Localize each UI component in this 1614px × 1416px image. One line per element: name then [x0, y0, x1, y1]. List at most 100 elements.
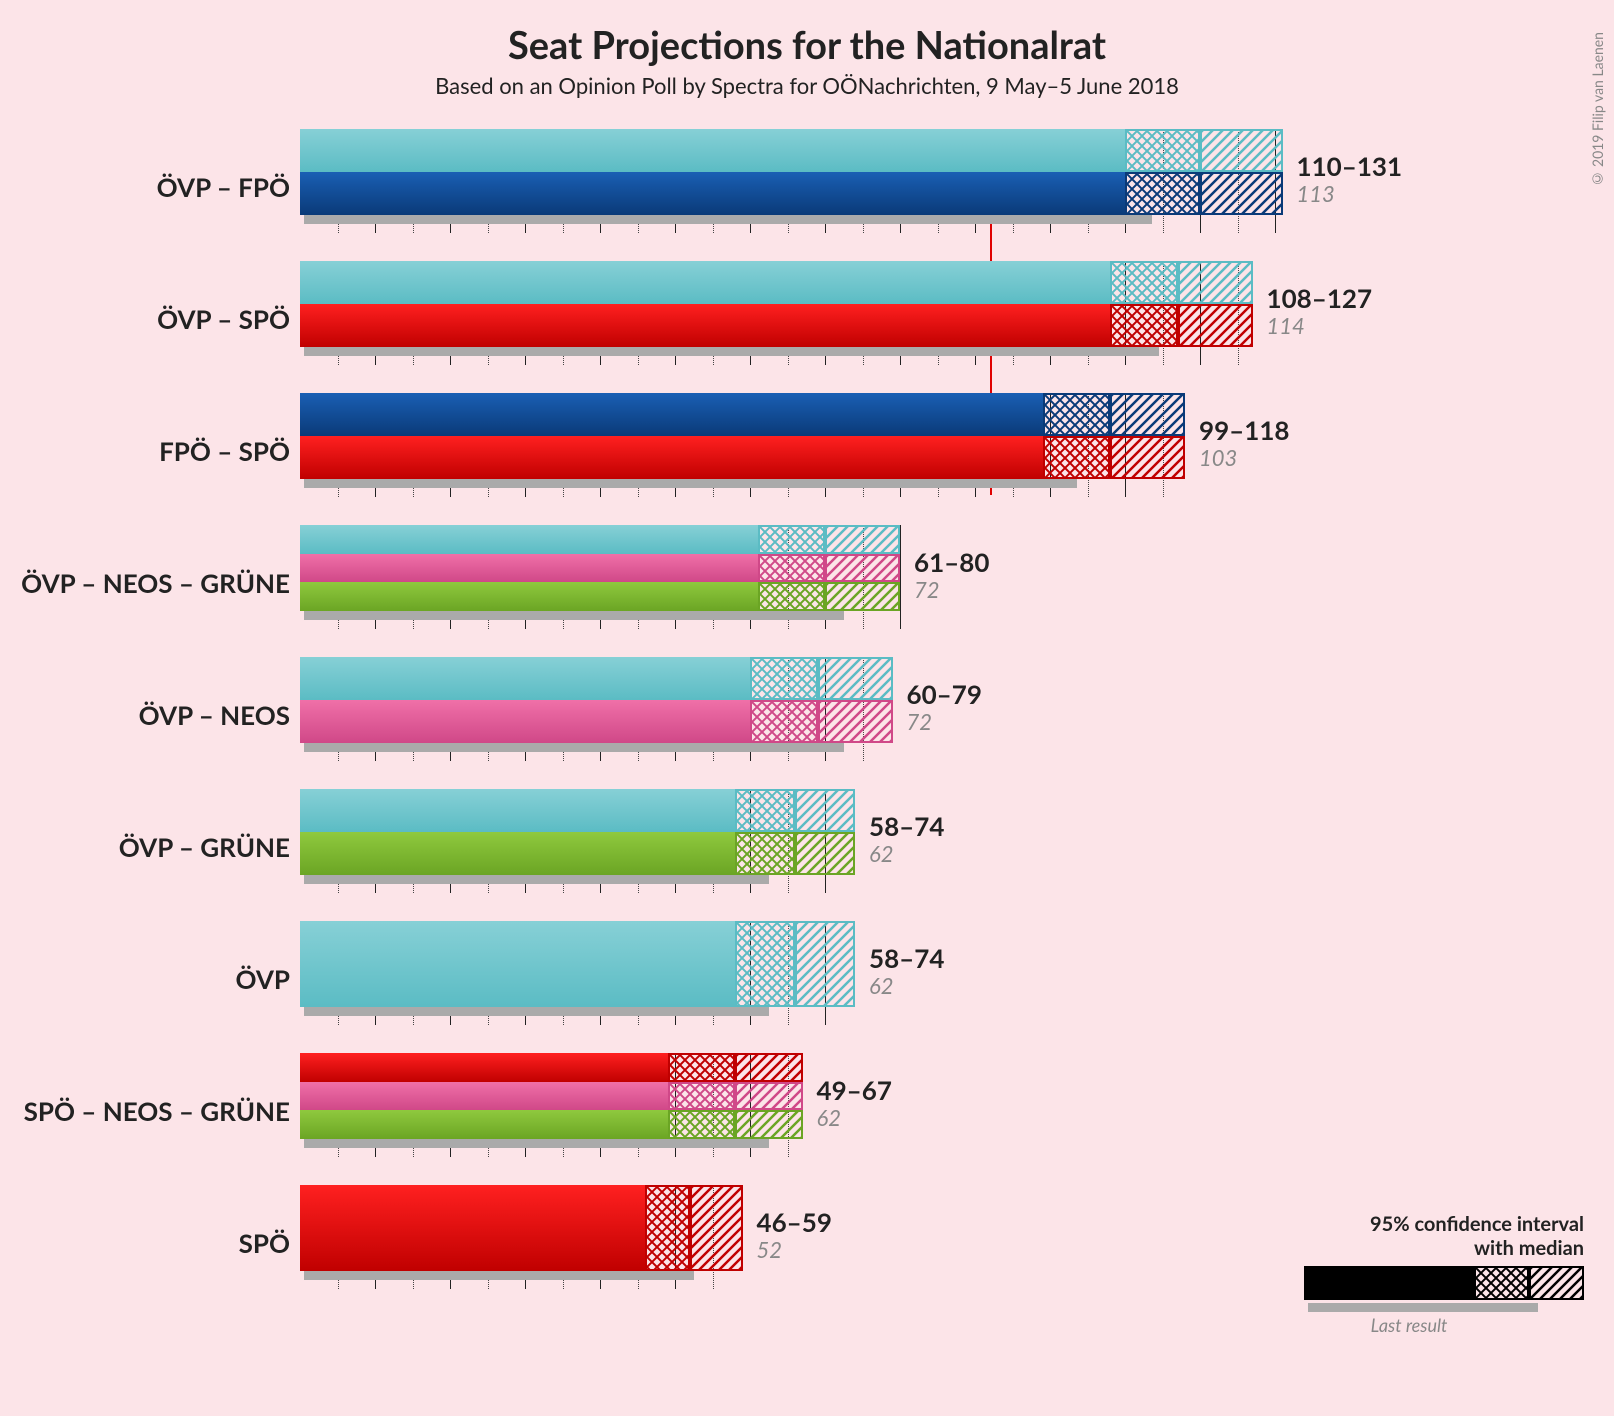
bar-hatch-cross [750, 700, 818, 743]
bar-hatch-cross [1043, 393, 1111, 436]
bar-solid [300, 393, 1043, 436]
coalition-row: ÖVP58–7462 [300, 921, 1350, 1053]
coalition-label: ÖVP – FPÖ [0, 171, 290, 203]
coalition-row: FPÖ – SPÖ99–118103 [300, 393, 1350, 525]
bar-solid [300, 657, 750, 700]
bar-solid [300, 1185, 645, 1271]
bar-hatch-cross [668, 1110, 736, 1139]
bar-hatch-cross [735, 921, 795, 1007]
chart-area: ÖVP – FPÖ110–131113ÖVP – SPÖ108–127114FP… [300, 119, 1350, 1319]
coalition-label: ÖVP – GRÜNE [0, 831, 290, 863]
legend-title-line2: with median [1474, 1236, 1584, 1260]
bar-solid [300, 304, 1110, 347]
bar-solid [300, 1082, 668, 1111]
legend-hatch-diagonal [1529, 1266, 1584, 1300]
last-value-label: 72 [914, 576, 940, 603]
copyright-text: © 2019 Filip van Laenen [1589, 32, 1606, 188]
bar-hatch-cross [1110, 261, 1178, 304]
coalition-row: ÖVP – NEOS – GRÜNE61–8072 [300, 525, 1350, 657]
bar-hatch-cross [645, 1185, 690, 1271]
bar-hatch-cross [758, 554, 826, 583]
bar-hatch-diagonal [825, 525, 900, 554]
bar-solid [300, 129, 1125, 172]
chart-title: Seat Projections for the Nationalrat [0, 22, 1614, 68]
range-label: 58–74 [869, 810, 944, 842]
bar-hatch-diagonal [735, 1082, 803, 1111]
legend-hatch-crosshatch [1474, 1266, 1529, 1300]
bar-solid [300, 172, 1125, 215]
bar-hatch-diagonal [1200, 129, 1283, 172]
bar-hatch-diagonal [1200, 172, 1283, 215]
legend-title: 95% confidence interval with median [1284, 1212, 1584, 1260]
bar-solid [300, 582, 758, 611]
bar-solid [300, 921, 735, 1007]
range-label: 61–80 [914, 546, 989, 578]
bar-hatch-cross [1125, 129, 1200, 172]
bar-solid [300, 1053, 668, 1082]
last-value-label: 103 [1199, 444, 1237, 471]
coalition-row: ÖVP – GRÜNE58–7462 [300, 789, 1350, 921]
bar-solid [300, 554, 758, 583]
bar-hatch-diagonal [795, 921, 855, 1007]
last-value-label: 62 [869, 972, 894, 999]
coalition-row: ÖVP – NEOS60–7972 [300, 657, 1350, 789]
bar-hatch-cross [735, 832, 795, 875]
last-result-shadow [304, 743, 844, 752]
bar-hatch-cross [668, 1082, 736, 1111]
last-result-shadow [304, 611, 844, 620]
coalition-label: ÖVP – SPÖ [0, 303, 290, 335]
coalition-label: FPÖ – SPÖ [0, 435, 290, 467]
bar-hatch-cross [758, 582, 826, 611]
last-result-shadow [304, 1139, 769, 1148]
legend-solid [1304, 1266, 1474, 1300]
bar-hatch-cross [1110, 304, 1178, 347]
bar-solid [300, 1110, 668, 1139]
last-result-shadow [304, 347, 1159, 356]
grid-major [900, 525, 901, 629]
bar-hatch-cross [668, 1053, 736, 1082]
last-value-label: 62 [869, 840, 894, 867]
bar-solid [300, 525, 758, 554]
bar-hatch-diagonal [690, 1185, 743, 1271]
bar-solid [300, 436, 1043, 479]
bar-hatch-diagonal [818, 657, 893, 700]
last-value-label: 72 [907, 708, 933, 735]
coalition-label: SPÖ – NEOS – GRÜNE [0, 1095, 290, 1127]
bar-hatch-cross [758, 525, 826, 554]
coalition-row: SPÖ46–5952 [300, 1185, 1350, 1317]
bar-hatch-diagonal [795, 832, 855, 875]
bar-hatch-cross [750, 657, 818, 700]
coalition-row: ÖVP – FPÖ110–131113 [300, 129, 1350, 261]
last-value-label: 113 [1297, 180, 1335, 207]
range-label: 58–74 [869, 942, 944, 974]
last-result-shadow [304, 875, 769, 884]
coalition-label: ÖVP [0, 963, 290, 995]
last-result-shadow [304, 215, 1152, 224]
bar-solid [300, 700, 750, 743]
bar-hatch-cross [1043, 436, 1111, 479]
coalition-label: ÖVP – NEOS – GRÜNE [0, 567, 290, 599]
coalition-row: SPÖ – NEOS – GRÜNE49–6762 [300, 1053, 1350, 1185]
legend-title-line1: 95% confidence interval [1370, 1212, 1584, 1236]
bar-solid [300, 832, 735, 875]
range-label: 46–59 [757, 1206, 832, 1238]
last-value-label: 114 [1267, 312, 1305, 339]
range-label: 108–127 [1267, 282, 1373, 314]
range-label: 99–118 [1199, 414, 1289, 446]
chart-subtitle: Based on an Opinion Poll by Spectra for … [0, 72, 1614, 99]
bar-hatch-cross [735, 789, 795, 832]
bar-hatch-diagonal [1178, 261, 1253, 304]
bar-hatch-cross [1125, 172, 1200, 215]
coalition-row: ÖVP – SPÖ108–127114 [300, 261, 1350, 393]
legend-last-label: Last result [1284, 1314, 1584, 1336]
legend: 95% confidence interval with median Last… [1284, 1212, 1584, 1336]
last-result-shadow [304, 479, 1077, 488]
bar-hatch-diagonal [795, 789, 855, 832]
last-value-label: 52 [757, 1236, 783, 1263]
bar-solid [300, 789, 735, 832]
coalition-label: SPÖ [0, 1227, 290, 1259]
bar-hatch-diagonal [825, 582, 900, 611]
bar-hatch-diagonal [818, 700, 893, 743]
bar-hatch-diagonal [735, 1110, 803, 1139]
bar-hatch-diagonal [1110, 393, 1185, 436]
